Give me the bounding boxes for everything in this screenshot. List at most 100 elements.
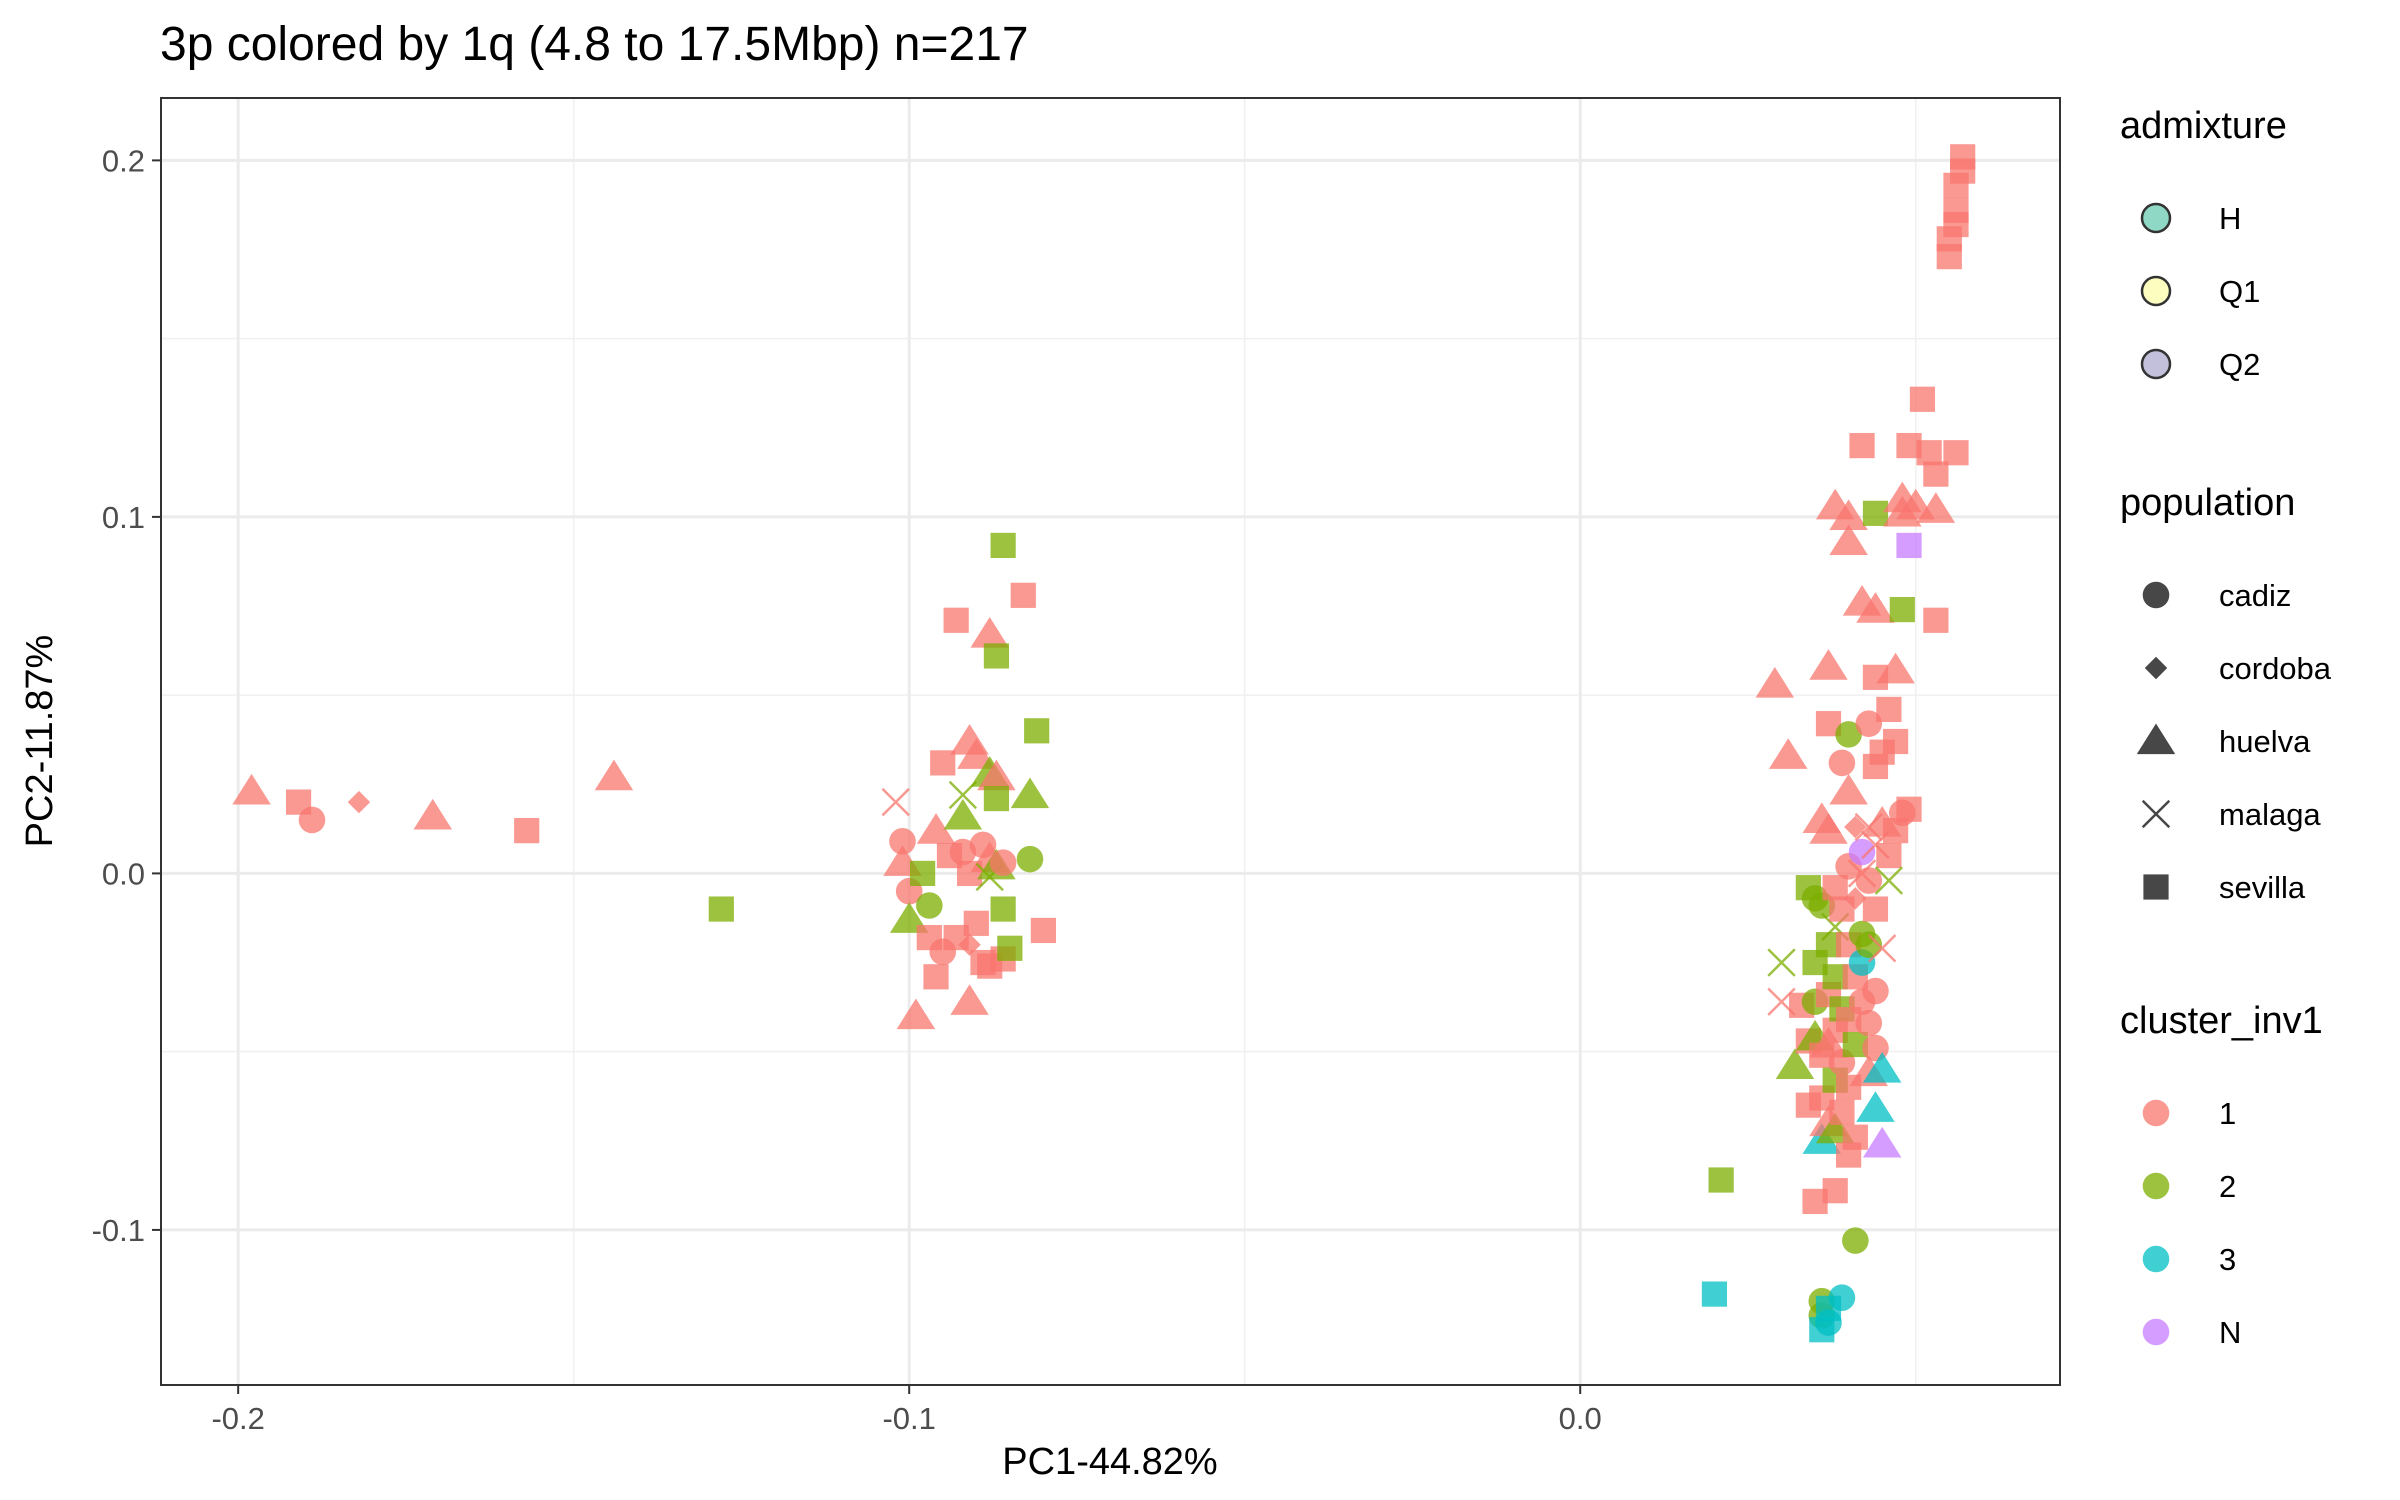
legend-label: 1 [2219,1096,2236,1131]
point-sevilla-cluster-1 [1916,440,1942,466]
point-huelva-cluster-3 [1856,1091,1895,1122]
x-axis: -0.2 -0.1 0.0 [211,1385,1602,1436]
point-sevilla-cluster-1 [1876,842,1902,869]
point-sevilla-cluster-2 [708,896,734,922]
legend-key-malaga [2141,799,2171,829]
y-axis: -0.1 0.0 0.1 0.2 [92,143,161,1248]
legend-cluster_inv1: cluster_inv1 1 2 3 N [2120,1000,2323,1350]
point-sevilla-cluster-N [1896,532,1922,559]
legend-title: admixture [2120,105,2287,147]
legend-key-cordoba [2144,656,2168,680]
grid-minor [161,98,2060,1385]
y-tick-label: 0.1 [102,500,145,535]
point-sevilla-cluster-1 [1822,875,1848,901]
point-sevilla-cluster-1 [1010,582,1036,608]
point-sevilla-cluster-3 [1701,1281,1728,1307]
point-sevilla-cluster-1 [1030,917,1056,944]
point-huelva-cluster-1 [1755,666,1795,698]
point-malaga-cluster-2 [1767,948,1796,977]
point-sevilla-cluster-1 [1909,386,1936,412]
legend-label: 3 [2219,1242,2236,1277]
point-sevilla-cluster-2 [997,935,1023,961]
point-huelva-cluster-N [1862,1126,1902,1158]
point-sevilla-cluster-1 [1842,1124,1868,1150]
legend-label: Q1 [2219,274,2260,309]
point-cadiz-cluster-2 [1855,931,1883,959]
legend-key-cluster-1 [2142,1099,2170,1127]
data-points [232,144,1976,1343]
legend-label: 2 [2219,1169,2236,1204]
legend-admixture: admixture H Q1 Q2 [2120,105,2287,382]
point-huelva-cluster-1 [970,617,1009,648]
legend-label: sevilla [2219,870,2306,905]
x-tick-label: -0.1 [882,1401,935,1436]
point-sevilla-cluster-1 [923,964,949,990]
point-cadiz-cluster-1 [1862,977,1889,1005]
y-tick-label: 0.2 [102,143,145,178]
legend-key-admixture [2140,202,2172,234]
point-sevilla-cluster-2 [1024,718,1050,744]
legend-key-admixture [2140,275,2172,307]
point-sevilla-cluster-1 [1882,728,1909,755]
point-huelva-cluster-1 [232,773,271,805]
point-huelva-cluster-1 [916,813,956,844]
point-sevilla-cluster-1 [1923,461,1949,487]
y-tick-label: -0.1 [92,1213,145,1248]
point-sevilla-cluster-2 [990,532,1016,559]
point-huelva-cluster-1 [594,759,634,791]
x-tick-label: 0.0 [1559,1401,1602,1436]
point-cadiz-cluster-3 [1828,1284,1856,1311]
point-huelva-cluster-2 [1775,1048,1815,1080]
point-huelva-cluster-1 [950,984,989,1015]
point-sevilla-cluster-1 [514,818,540,844]
legend-area: admixture H Q1 Q2 population cadiz cordoba huel… [2120,105,2332,1350]
legend-label: cadiz [2219,578,2291,613]
point-cadiz-cluster-1 [989,849,1017,877]
plot-panel [161,98,2060,1385]
point-sevilla-cluster-2 [1708,1167,1734,1193]
point-huelva-cluster-1 [1856,592,1895,623]
legend-population: population cadiz cordoba huelva malaga sevill… [2120,482,2332,905]
point-cordoba-cluster-1 [1844,815,1867,839]
point-huelva-cluster-1 [1876,652,1915,684]
legend-title: population [2120,482,2295,524]
legend-key-admixture [2140,348,2172,380]
point-huelva-cluster-1 [1768,738,1808,769]
point-cadiz-cluster-2 [1016,845,1044,873]
legend-label: Q2 [2219,347,2260,382]
legend-label: N [2219,1315,2241,1350]
point-malaga-cluster-1 [881,787,910,817]
point-sevilla-cluster-1 [963,910,989,936]
point-sevilla-cluster-1 [1950,144,1976,170]
point-sevilla-cluster-2 [1889,596,1915,623]
point-cadiz-cluster-1 [1855,1009,1883,1037]
point-cadiz-cluster-1 [1855,710,1883,737]
point-sevilla-cluster-1 [943,607,969,633]
legend-label: huelva [2219,724,2311,759]
chart-title: 3p colored by 1q (4.8 to 17.5Mbp) n=217 [160,18,1029,71]
point-huelva-cluster-2 [943,798,983,830]
y-tick-label: 0.0 [102,856,145,891]
point-cordoba-cluster-1 [958,933,981,956]
point-huelva-cluster-1 [1829,773,1868,805]
point-sevilla-cluster-1 [1862,896,1889,922]
point-huelva-cluster-1 [1916,492,1956,523]
point-malaga-cluster-1 [1867,934,1897,963]
point-sevilla-cluster-2 [983,785,1010,812]
point-huelva-cluster-1 [1809,813,1848,844]
point-cadiz-cluster-2 [1842,1227,1869,1254]
x-tick-label: -0.2 [211,1401,264,1436]
y-axis-title: PC2-11.87% [19,635,61,848]
point-malaga-cluster-2 [1874,866,1904,895]
point-huelva-cluster-2 [1010,777,1050,809]
point-cadiz-cluster-1 [889,828,916,855]
point-sevilla-cluster-2 [990,896,1016,922]
point-cadiz-cluster-2 [916,892,943,919]
point-cordoba-cluster-1 [347,790,371,814]
legend-label: cordoba [2219,651,2332,686]
legend-key-cadiz [2142,581,2170,609]
legend-title: cluster_inv1 [2120,1000,2323,1042]
point-sevilla-cluster-1 [1829,1099,1855,1125]
point-huelva-cluster-1 [1829,524,1868,555]
